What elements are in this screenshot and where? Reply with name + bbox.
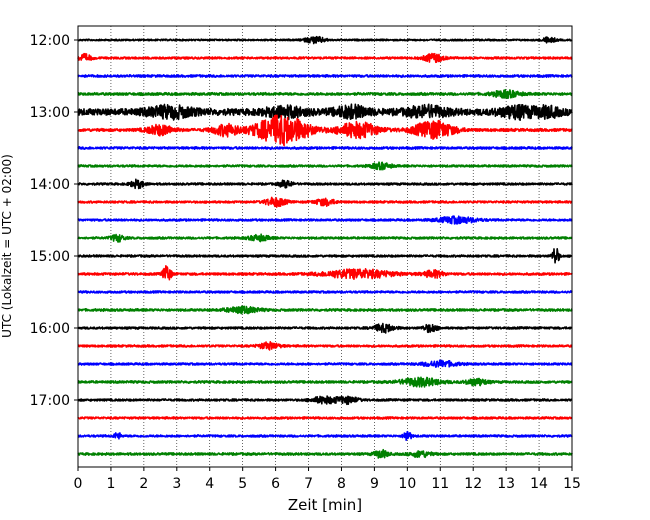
seismic-trace <box>77 145 573 151</box>
seismic-trace <box>77 196 573 208</box>
x-tick-label: 7 <box>304 476 313 492</box>
seismic-trace <box>77 341 573 351</box>
seismic-trace <box>77 52 573 64</box>
plot-background <box>78 26 572 467</box>
seismic-trace <box>77 233 573 243</box>
seismic-trace <box>77 178 573 190</box>
x-axis-ticks: 0 1 2 3 4 5 6 7 8 9 10 11 12 13 14 15 <box>74 467 581 492</box>
seismic-trace <box>77 35 573 45</box>
x-tick-label: 14 <box>530 476 548 492</box>
x-tick-label: 12 <box>464 476 482 492</box>
y-axis-label: UTC (Lokalzeit = UTC + 02:00) <box>0 154 14 338</box>
x-tick-label: 1 <box>106 476 115 492</box>
seismic-trace <box>77 416 573 420</box>
y-tick-label: 16:00 <box>30 321 70 337</box>
seismic-trace <box>77 248 573 264</box>
x-tick-label: 0 <box>74 476 83 492</box>
plot-frame <box>77 25 573 468</box>
seismic-trace <box>77 430 573 442</box>
x-tick-label: 4 <box>205 476 214 492</box>
x-axis-label: Zeit [min] <box>288 496 362 514</box>
seismic-trace <box>77 448 573 459</box>
x-tick-label: 3 <box>172 476 181 492</box>
x-tick-label: 10 <box>398 476 416 492</box>
seismic-trace <box>77 290 573 294</box>
y-axis-ticks: 12:00 13:00 14:00 15:00 16:00 17:00 <box>30 33 78 409</box>
seismic-trace <box>77 73 573 79</box>
x-tick-label: 13 <box>497 476 515 492</box>
x-tick-label: 5 <box>238 476 247 492</box>
seismic-trace <box>77 114 573 147</box>
seismic-trace <box>77 395 573 406</box>
x-tick-label: 15 <box>563 476 581 492</box>
seismic-trace <box>77 88 573 100</box>
seismic-trace <box>77 264 573 281</box>
seismic-trace <box>77 322 573 334</box>
y-tick-label: 15:00 <box>30 249 70 265</box>
seismic-trace <box>77 103 573 121</box>
y-tick-label: 14:00 <box>30 177 70 193</box>
seismic-trace <box>77 161 573 171</box>
y-tick-label: 13:00 <box>30 105 70 121</box>
seismic-trace <box>77 376 573 388</box>
y-tick-label: 17:00 <box>30 393 70 409</box>
y-tick-label: 12:00 <box>30 33 70 49</box>
x-tick-label: 8 <box>337 476 346 492</box>
x-tick-label: 6 <box>271 476 280 492</box>
x-tick-label: 9 <box>370 476 379 492</box>
x-tick-label: 2 <box>139 476 148 492</box>
seismic-trace <box>77 215 573 225</box>
x-tick-label: 11 <box>431 476 449 492</box>
seismic-trace <box>77 359 573 368</box>
seismic-trace <box>77 305 573 315</box>
trace-group <box>77 35 573 459</box>
